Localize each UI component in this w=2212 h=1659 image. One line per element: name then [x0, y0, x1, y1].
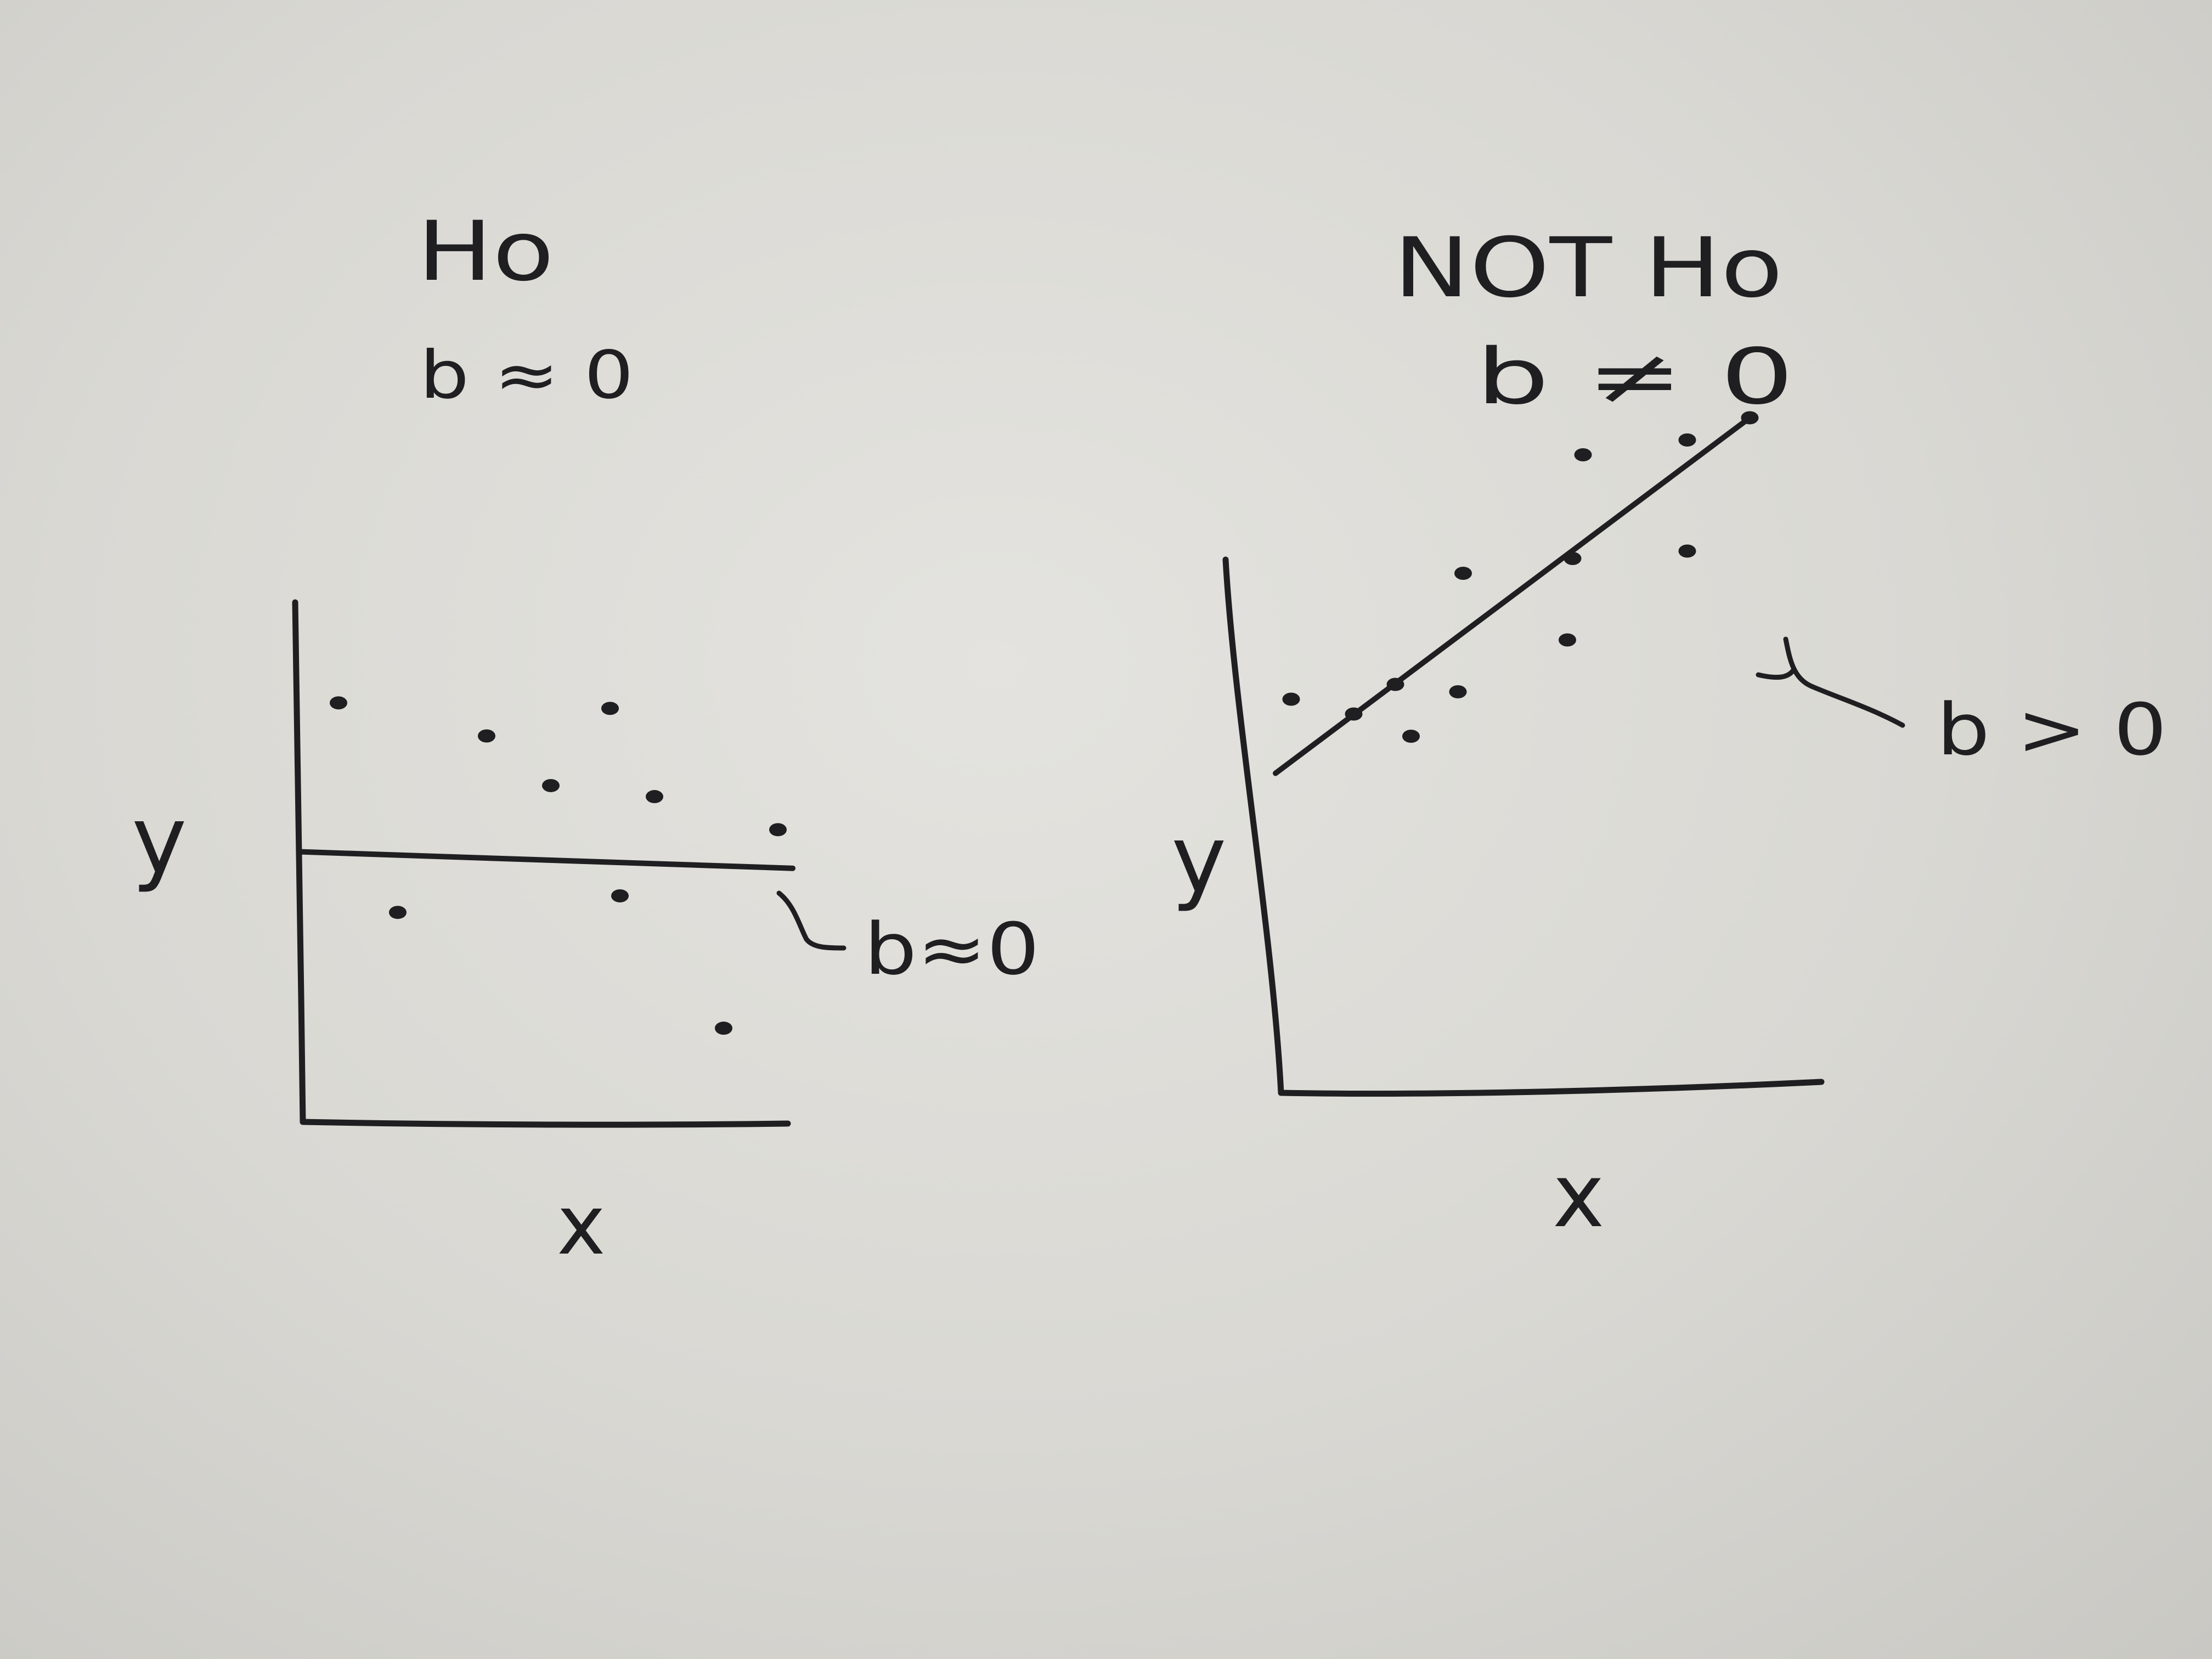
chart-ho-fit-line — [296, 849, 795, 871]
chart-not-ho-point — [1741, 411, 1759, 425]
chart-not-ho-x-axis — [1278, 1079, 1825, 1097]
chart-not-ho-point — [1282, 692, 1300, 706]
chart-not-ho-point — [1678, 544, 1696, 558]
chart-not-ho-point — [1564, 552, 1582, 565]
chart-ho-title: Ho — [417, 204, 554, 300]
chart-ho-xlabel: x — [557, 1178, 606, 1273]
chart-ho-annotation: b≈0 — [864, 907, 1040, 991]
chart-ho-subtitle: b ≈ 0 — [420, 337, 634, 414]
chart-not-ho-y-axis — [1222, 556, 1284, 1096]
chart-ho-point — [389, 906, 407, 919]
chart-not-ho-point — [1678, 433, 1696, 447]
chart-not-ho-point — [1454, 567, 1472, 580]
chart-not-ho-xlabel: x — [1553, 1144, 1605, 1247]
chart-not-ho-fit-line — [1273, 415, 1753, 776]
chart-ho-annotation-leader — [776, 890, 847, 951]
chart-not-ho-points — [1282, 411, 1759, 743]
chart-not-ho-title: NOT Ho — [1393, 221, 1783, 316]
chart-not-ho-point — [1559, 633, 1576, 647]
chart-not-ho-point — [1386, 678, 1404, 691]
chart-ho-point — [715, 1022, 732, 1035]
chart-ho-ylabel: y — [132, 786, 187, 895]
chart-ho-point — [601, 702, 619, 715]
chart-ho-points — [330, 696, 787, 1035]
chart-ho: Ho b ≈ 0 y x b≈0 — [132, 204, 1040, 1273]
chart-not-ho-subtitle: b ≠ 0 — [1476, 332, 1794, 422]
chart-not-ho-point — [1449, 685, 1467, 698]
chart-ho-point — [611, 889, 629, 902]
chart-ho-point — [542, 778, 560, 792]
chart-ho-y-axis — [292, 599, 306, 1125]
chart-not-ho-annotation: b > 0 — [1937, 688, 2167, 771]
chart-not-ho: NOT Ho b ≠ 0 y x b > 0 — [1171, 221, 2167, 1247]
chart-ho-x-axis — [300, 1119, 791, 1128]
chart-not-ho-point — [1345, 707, 1363, 721]
chart-not-ho-annotation-leader — [1756, 636, 1905, 728]
chart-ho-point — [330, 696, 347, 710]
chart-ho-point — [646, 790, 663, 804]
chart-not-ho-point — [1402, 730, 1420, 743]
chart-not-ho-point — [1574, 448, 1592, 461]
chart-ho-point — [769, 823, 787, 837]
chart-ho-point — [478, 729, 495, 743]
chart-not-ho-ylabel: y — [1171, 805, 1227, 914]
